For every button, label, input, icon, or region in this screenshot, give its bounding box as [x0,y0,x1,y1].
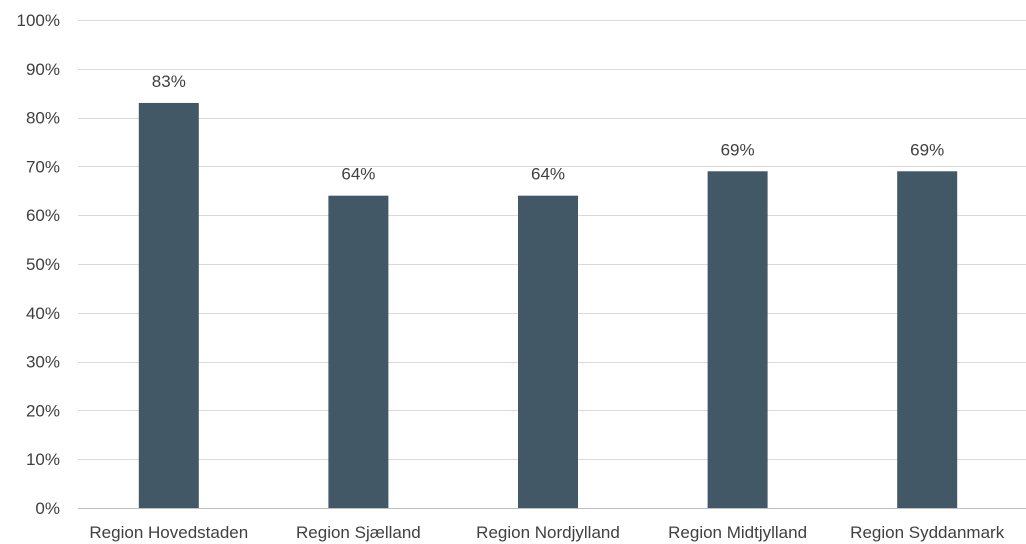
bar [138,102,199,509]
data-label: 64% [531,165,565,184]
y-tick-label: 50% [26,255,60,274]
x-tick-label: Region Sjælland [296,523,421,542]
x-tick-label: Region Hovedstaden [89,523,248,542]
y-tick-label: 30% [26,353,60,372]
data-label: 69% [721,140,755,159]
y-tick-label: 90% [26,60,60,79]
data-label: 64% [341,165,375,184]
y-tick-label: 20% [26,401,60,420]
y-tick-label: 100% [17,11,60,30]
y-tick-label: 40% [26,304,60,323]
data-label: 69% [910,140,944,159]
y-tick-label: 10% [26,450,60,469]
bar [518,195,578,508]
bar [328,195,389,508]
y-axis-ticks: 0% 10% 20% 30% 40% 50% 60% 70% 80% 90% 100% [17,11,60,518]
data-labels: 83% 64% 64% 69% 69% [152,72,944,184]
x-tick-label: Region Syddanmark [850,523,1005,542]
y-tick-label: 60% [26,206,60,225]
bar [707,171,768,508]
x-tick-label: Region Midtjylland [668,523,807,542]
x-axis-ticks: Region Hovedstaden Region Sjælland Region … [89,523,1004,542]
y-tick-label: 0% [35,499,60,518]
bar [897,171,958,508]
y-tick-label: 70% [26,157,60,176]
y-tick-label: 80% [26,109,60,128]
x-tick-label: Region Nordjylland [476,523,620,542]
bars [138,102,958,509]
data-label: 83% [152,72,186,91]
